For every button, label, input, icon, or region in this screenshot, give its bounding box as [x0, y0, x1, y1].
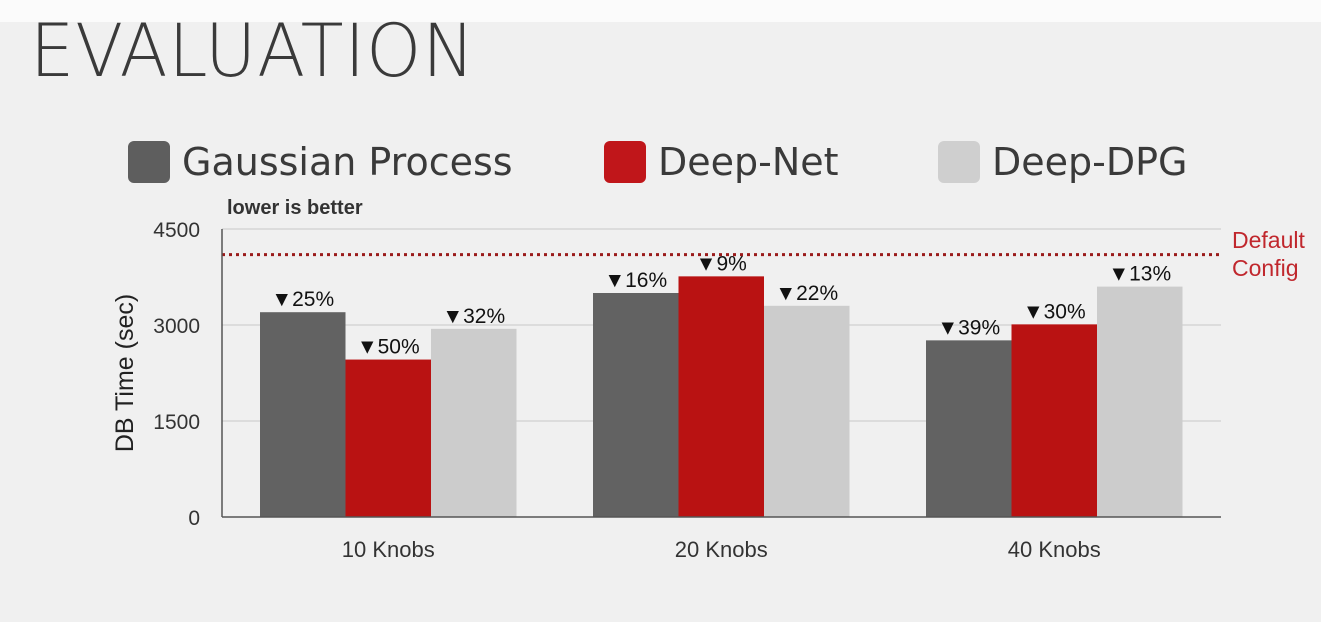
y-tick-label: 4500 [153, 219, 200, 242]
legend-item-deep-net: Deep-Net [604, 138, 839, 186]
bar-deep-dpg-1 [431, 328, 517, 517]
data-labels-layer: ▼25% ▼50% ▼32% ▼16% ▼9% ▼22% ▼39% ▼30% ▼13% Defau… [222, 227, 1305, 359]
bar-deep-net-2 [678, 276, 764, 517]
axis-layer: 0 1500 3000 4500 DB Time (sec) lower is bette… [111, 197, 1221, 562]
y-axis-label: DB Time (sec) [111, 294, 139, 452]
x-tick-label: 10 Knobs [342, 537, 435, 562]
bars-layer [260, 276, 1183, 517]
bar-deep-dpg-3 [1097, 286, 1183, 517]
y-tick-label: 0 [188, 507, 200, 530]
bar-gaussian-process-1 [260, 312, 346, 517]
data-label: ▼32% [442, 305, 505, 328]
data-label: ▼22% [775, 282, 838, 305]
x-tick-label: 40 Knobs [1008, 537, 1101, 562]
data-label: ▼9% [696, 252, 747, 275]
legend-label-deep-net: Deep-Net [658, 140, 839, 184]
data-label: ▼50% [357, 336, 420, 359]
data-label: ▼39% [937, 316, 1000, 339]
slide-title: EVALUATION [30, 7, 476, 94]
top-band [0, 0, 1321, 22]
bar-deep-dpg-2 [764, 305, 850, 517]
legend-swatch-deep-dpg [938, 141, 980, 183]
default-config-label-line2: Config [1232, 255, 1298, 281]
legend-item-deep-dpg: Deep-DPG [938, 138, 1187, 186]
legend-swatch-gaussian-process [128, 141, 170, 183]
data-label: ▼25% [271, 288, 334, 311]
y-tick-label: 1500 [153, 411, 200, 434]
bar-gaussian-process-3 [926, 340, 1012, 517]
y-tick-label: 3000 [153, 315, 200, 338]
bar-gaussian-process-2 [593, 293, 679, 517]
data-label: ▼16% [604, 269, 667, 292]
chart-legend: Gaussian Process Deep-Net Deep-DPG [0, 138, 1321, 186]
default-config-label-line1: Default [1232, 227, 1305, 253]
data-label: ▼30% [1023, 300, 1086, 323]
bar-deep-net-3 [1011, 324, 1097, 517]
legend-item-gaussian-process: Gaussian Process [128, 138, 513, 186]
x-tick-label: 20 Knobs [675, 537, 768, 562]
legend-swatch-deep-net [604, 141, 646, 183]
data-label: ▼13% [1108, 263, 1171, 286]
legend-label-deep-dpg: Deep-DPG [992, 140, 1188, 184]
bar-deep-net-1 [345, 359, 431, 517]
chart-subtitle: lower is better [227, 197, 363, 219]
legend-label-gaussian-process: Gaussian Process [182, 140, 513, 184]
